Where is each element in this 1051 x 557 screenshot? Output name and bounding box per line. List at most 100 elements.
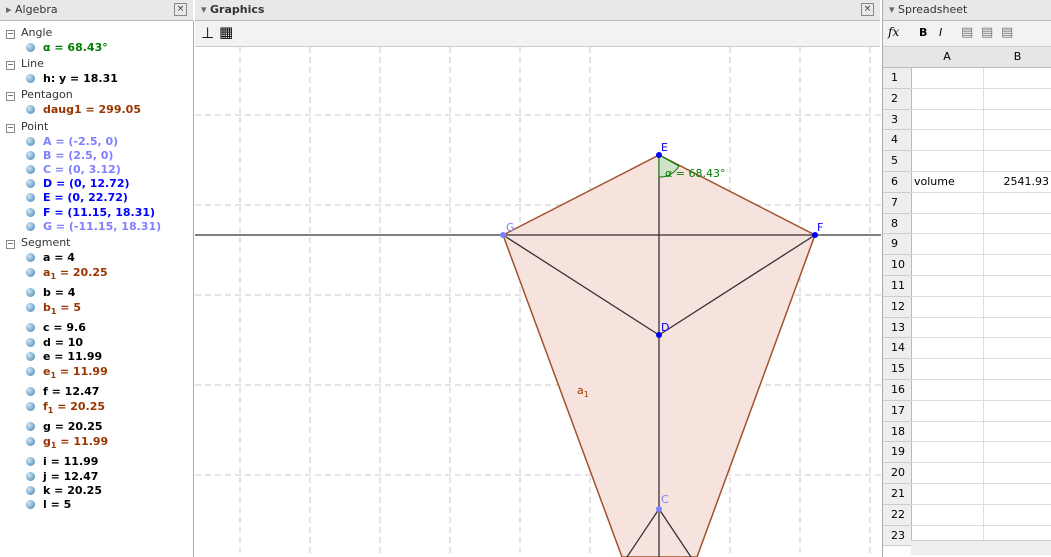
visibility-ball[interactable] [26,437,35,447]
row-header[interactable]: 16 [883,380,912,401]
algebra-item[interactable]: C = (0, 3.12) [26,163,121,177]
algebra-item[interactable]: a1 = 20.25 [26,266,108,281]
visibility-ball[interactable] [26,150,35,160]
algebra-item[interactable]: a = 4 [26,251,75,265]
row-header[interactable]: 22 [883,504,912,526]
row-header[interactable]: 11 [883,276,912,297]
visibility-ball[interactable] [26,43,35,52]
algebra-item[interactable]: b1 = 5 [26,301,81,317]
cell[interactable] [983,484,1051,505]
row-header[interactable]: 2 [883,88,912,110]
algebra-item[interactable]: b = 4 [26,286,75,300]
close-button[interactable]: × [174,3,187,16]
visibility-ball[interactable] [26,105,35,115]
cell[interactable] [911,484,984,505]
cell[interactable] [911,213,984,235]
row-header[interactable]: 18 [883,421,912,443]
row-header[interactable]: 17 [883,400,912,422]
algebra-item[interactable]: e = 11.99 [26,350,102,364]
cell[interactable] [983,359,1051,380]
algebra-item[interactable]: i = 11.99 [26,455,98,469]
visibility-ball[interactable] [26,367,35,376]
cell[interactable] [983,151,1051,172]
row-header[interactable]: 1 [883,68,912,89]
cell[interactable] [911,68,984,89]
visibility-ball[interactable] [26,221,35,231]
cell[interactable] [911,276,984,297]
scrollbar[interactable] [911,540,1051,555]
cell[interactable] [983,276,1051,297]
format-button[interactable]: B [919,26,928,39]
cell[interactable] [983,68,1051,89]
fx-button[interactable]: fx [888,25,900,39]
align-button[interactable]: ▤ [961,25,974,40]
cell[interactable] [911,192,984,214]
visibility-ball[interactable] [26,323,35,333]
group-header[interactable]: − Pentagon [6,88,73,102]
algebra-item[interactable]: F = (11.15, 18.31) [26,206,155,220]
row-header[interactable]: 23 [883,525,912,547]
align-button[interactable]: ▤ [981,25,994,40]
group-header[interactable]: − Angle [6,26,52,40]
row-header[interactable]: 9 [883,234,912,256]
algebra-item[interactable]: A = (-2.5, 0) [26,135,118,149]
visibility-ball[interactable] [26,268,35,278]
cell[interactable] [983,505,1051,526]
cell[interactable] [911,463,984,484]
close-button[interactable]: × [861,3,874,16]
cell[interactable] [911,380,984,401]
algebra-item[interactable]: c = 9.6 [26,321,86,335]
cell[interactable] [983,297,1051,318]
algebra-item[interactable]: l = 5 [26,498,71,512]
cell[interactable] [911,359,984,380]
visibility-ball[interactable] [26,485,35,495]
algebra-item[interactable]: e1 = 11.99 [26,365,108,380]
cell[interactable] [911,442,984,464]
format-button[interactable]: I [939,26,943,39]
algebra-item[interactable]: G = (-11.15, 18.31) [26,220,161,234]
cell[interactable] [911,109,984,131]
visibility-ball[interactable] [26,500,35,509]
column-header[interactable]: B [983,47,1051,68]
cell[interactable] [983,380,1051,401]
visibility-ball[interactable] [26,351,35,361]
row-header[interactable]: 3 [883,109,912,131]
visibility-ball[interactable] [26,337,35,347]
group-header[interactable]: − Point [6,120,48,134]
algebra-item[interactable]: α = 68.43° [26,41,108,55]
row-header[interactable]: 7 [883,192,912,214]
visibility-ball[interactable] [26,387,35,396]
axes-toggle[interactable]: ⊥ [201,24,215,42]
row-header[interactable]: 15 [883,359,912,380]
column-header[interactable]: A [911,47,984,68]
algebra-item[interactable]: g1 = 11.99 [26,435,108,451]
row-header[interactable]: 21 [883,484,912,505]
row-header[interactable]: 12 [883,296,912,318]
visibility-ball[interactable] [26,136,35,146]
cell[interactable] [983,255,1051,276]
group-header[interactable]: − Line [6,57,44,71]
cell[interactable] [911,421,984,443]
row-header[interactable]: 8 [883,213,912,235]
cell[interactable] [983,422,1051,443]
cell[interactable] [983,193,1051,214]
visibility-ball[interactable] [26,193,35,203]
cell[interactable]: 2541.93 [983,172,1051,193]
visibility-ball[interactable] [26,207,35,217]
visibility-ball[interactable] [26,179,35,189]
visibility-ball[interactable] [26,288,35,298]
cell[interactable] [983,338,1051,360]
cell[interactable] [983,130,1051,152]
algebra-item[interactable]: j = 12.47 [26,470,98,484]
cell[interactable] [911,130,984,152]
visibility-ball[interactable] [26,253,35,262]
visibility-ball[interactable] [26,74,35,84]
algebra-item[interactable]: f = 12.47 [26,385,99,399]
row-header[interactable]: 6 [883,172,912,193]
cell[interactable] [911,255,984,276]
row-header[interactable]: 14 [883,338,912,360]
algebra-item[interactable]: d = 10 [26,336,83,350]
cell[interactable] [911,234,984,256]
cell[interactable] [911,88,984,110]
cell[interactable] [983,110,1051,131]
